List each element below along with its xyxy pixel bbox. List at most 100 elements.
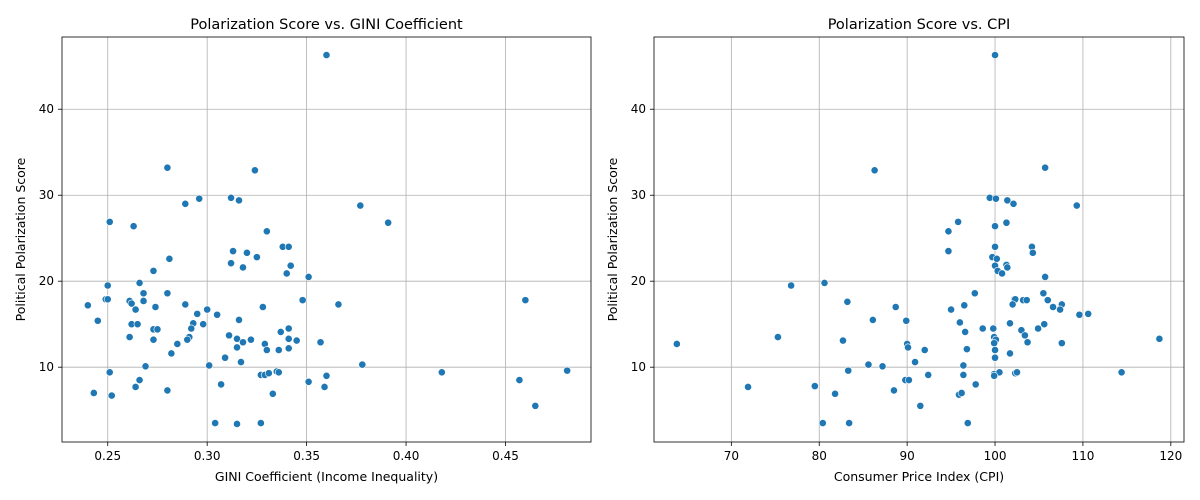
data-point (358, 360, 367, 369)
data-point (239, 263, 247, 272)
data-point (292, 336, 301, 345)
y-tick-label: 40 (631, 102, 646, 116)
data-point (947, 305, 955, 314)
data-point (135, 279, 144, 287)
data-point (183, 335, 192, 344)
data-point (890, 386, 898, 395)
data-point (672, 340, 681, 348)
data-point (992, 194, 1000, 203)
data-point (820, 279, 829, 287)
data-point (991, 353, 999, 362)
data-point (127, 299, 136, 308)
data-point (195, 194, 204, 203)
data-point (284, 334, 293, 343)
data-point (83, 301, 92, 310)
data-point (181, 199, 190, 208)
data-point (258, 303, 267, 311)
data-point (274, 368, 283, 377)
data-point (274, 346, 283, 354)
data-point (131, 305, 140, 314)
data-point (1006, 349, 1014, 358)
data-point (990, 371, 999, 380)
data-point (103, 295, 112, 304)
y-tick-label: 30 (631, 188, 646, 202)
data-point (954, 217, 963, 226)
data-point (904, 376, 913, 384)
data-point (165, 254, 174, 263)
data-point (163, 163, 172, 172)
chart-title: Polarization Score vs. GINI Coefficient (190, 17, 463, 33)
data-point (187, 324, 196, 333)
data-point (970, 289, 979, 298)
data-point (991, 51, 999, 59)
data-point (845, 419, 854, 427)
data-point (990, 339, 999, 348)
data-point (868, 315, 877, 324)
x-tick-label: 90 (899, 449, 914, 463)
data-point (963, 345, 971, 354)
data-point (193, 309, 202, 318)
data-point (843, 297, 852, 306)
data-point (131, 383, 140, 391)
data-point (225, 331, 233, 340)
data-point (243, 248, 251, 257)
data-point (878, 362, 887, 371)
data-point (334, 300, 343, 309)
data-point (844, 366, 853, 375)
data-point (1008, 300, 1017, 309)
data-point (105, 368, 114, 377)
data-point (1003, 263, 1012, 272)
data-point (251, 166, 259, 175)
data-point (227, 259, 235, 268)
data-point (978, 324, 987, 333)
data-point (107, 391, 116, 400)
data-point (384, 218, 393, 227)
data-point (1013, 368, 1021, 377)
data-point (839, 336, 847, 345)
y-tick-label: 20 (39, 274, 54, 288)
data-point (213, 310, 222, 319)
data-point (167, 349, 176, 358)
data-point (141, 362, 150, 371)
data-point (744, 383, 752, 391)
data-point (199, 320, 208, 329)
data-point (891, 303, 900, 311)
data-point (992, 254, 1001, 263)
data-point (1028, 248, 1037, 257)
data-point (103, 281, 112, 290)
data-point (139, 289, 148, 298)
data-point (870, 166, 879, 175)
data-point (1034, 324, 1042, 333)
data-point (1056, 305, 1064, 314)
data-point (563, 366, 572, 375)
data-point (1049, 303, 1057, 311)
y-axis-label: Political Polarization Score (605, 157, 620, 321)
data-point (284, 324, 293, 333)
data-point (151, 303, 160, 311)
data-point (521, 296, 530, 305)
data-point (284, 242, 293, 251)
data-point (205, 361, 214, 370)
data-point (211, 419, 220, 427)
data-point (864, 360, 873, 369)
left-scatter-panel: 0.25 0.30 0.35 0.40 0.45 10 20 30 40 Polarization… (13, 17, 592, 484)
x-tick-label: 80 (812, 449, 827, 463)
data-point (304, 377, 313, 386)
data-point (787, 281, 796, 290)
data-point (831, 389, 839, 398)
data-point (304, 273, 313, 281)
data-point (1075, 310, 1084, 319)
data-point (1057, 339, 1066, 348)
x-tick-label: 0.30 (194, 449, 221, 463)
data-point (959, 361, 968, 370)
data-point (229, 247, 237, 256)
x-axis-label: GINI Coefficient (Income Inequality) (215, 469, 438, 484)
data-point (1023, 338, 1032, 347)
data-point (264, 369, 273, 378)
y-tick-label: 20 (631, 274, 646, 288)
data-point (284, 344, 293, 353)
data-point (1006, 319, 1014, 328)
x-axis-label: Consumer Price Index (CPI) (834, 469, 1004, 484)
data-point (153, 325, 162, 334)
